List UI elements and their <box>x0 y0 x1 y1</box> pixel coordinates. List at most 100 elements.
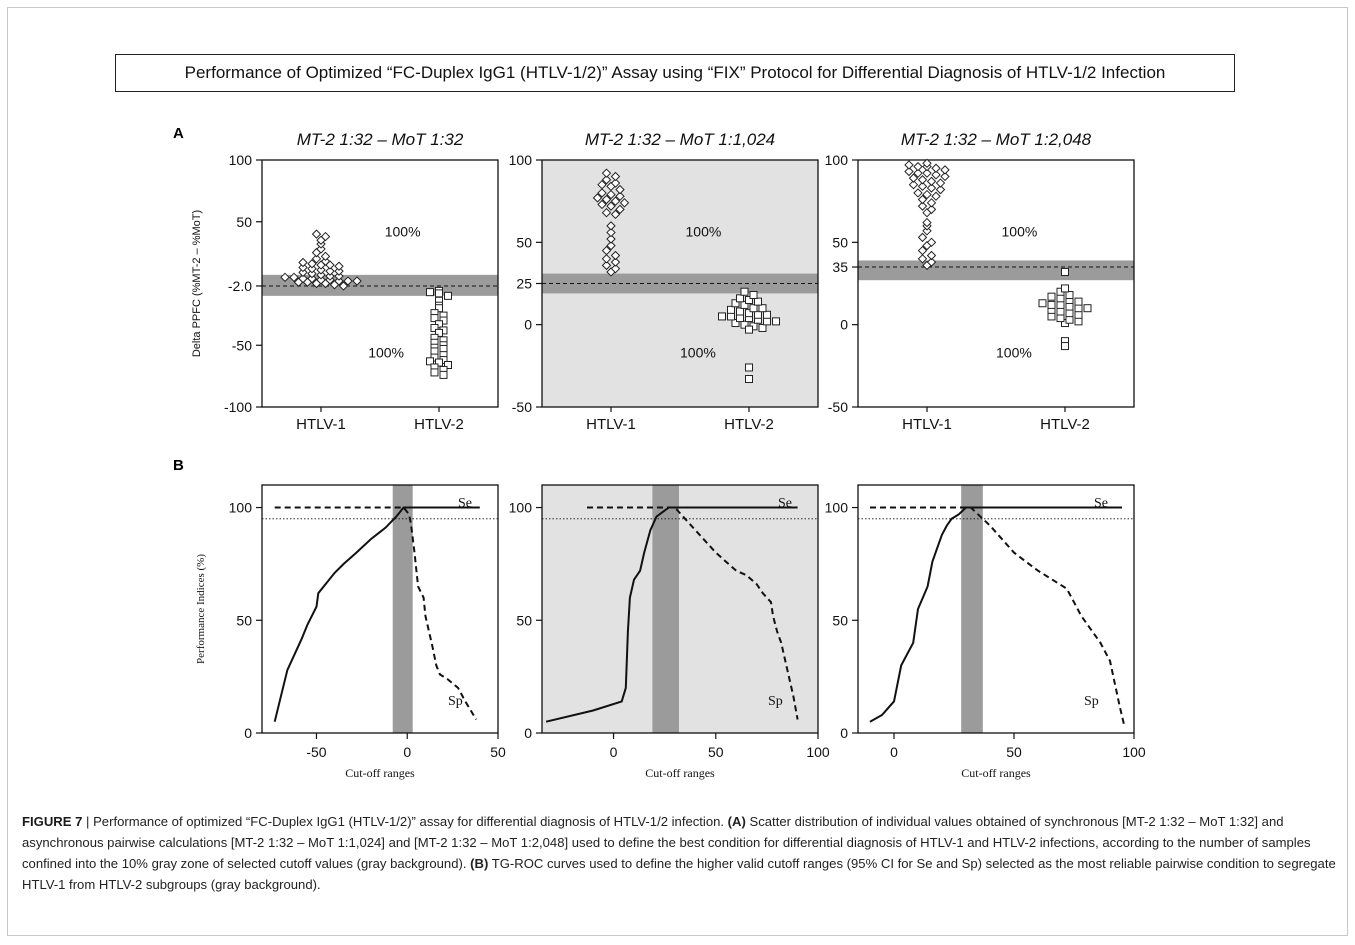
se-curve <box>870 508 1122 722</box>
series-label-sp: Sp <box>448 694 463 709</box>
data-point-square <box>741 288 748 295</box>
y-tick-label: -2.0 <box>228 278 252 294</box>
data-point-square <box>440 371 447 378</box>
data-point-square <box>1057 308 1064 315</box>
y-tick-label: 50 <box>516 612 532 628</box>
roc-chart-1: SeSp050100-50 0 50Cut-off rangesPerformanc… <box>195 485 506 780</box>
data-point-square <box>750 292 757 299</box>
percent-annotation: 100% <box>385 224 421 240</box>
series-label-sp: Sp <box>1084 694 1099 709</box>
y-tick-label: 100 <box>509 500 533 516</box>
data-point-diamond <box>313 230 321 238</box>
data-point-square <box>1057 301 1064 308</box>
x-tick-label: HTLV-2 <box>724 416 774 433</box>
x-tick-label: 0 <box>403 744 411 760</box>
y-axis-label: Performance Indices (%) <box>195 554 207 664</box>
y-tick-label: -50 <box>512 399 532 415</box>
percent-annotation: 100% <box>680 345 716 361</box>
data-point-diamond <box>928 177 936 185</box>
data-point-square <box>737 308 744 315</box>
y-tick-label: 100 <box>825 500 849 516</box>
y-tick-label: -50 <box>232 337 252 353</box>
y-tick-label: 0 <box>524 725 532 741</box>
data-point-square <box>1057 295 1064 302</box>
y-tick-label: 100 <box>229 500 253 516</box>
data-point-square <box>1057 315 1064 322</box>
data-point-square <box>1062 343 1069 350</box>
data-point-diamond <box>928 252 936 260</box>
scatter-chart-3: MT-2 1:32 – MoT 1:2,04810050350-50HTLV-1… <box>825 130 1134 433</box>
data-point-diamond <box>335 262 343 270</box>
caption-label-b: (B) <box>470 856 488 871</box>
percent-annotation: 100% <box>368 345 404 361</box>
series-label-sp: Sp <box>768 694 783 709</box>
data-point-square <box>1066 310 1073 317</box>
data-point-square <box>750 305 757 312</box>
x-tick-label: 100 <box>806 744 830 760</box>
panel-label-a: A <box>173 125 184 142</box>
series-label-se: Se <box>778 496 792 511</box>
x-tick-label: HTLV-2 <box>1040 416 1090 433</box>
data-point-diamond <box>937 179 945 187</box>
x-axis-label: Cut-off ranges <box>961 766 1031 780</box>
data-point-square <box>755 298 762 305</box>
data-point-square <box>764 318 771 325</box>
data-point-diamond <box>932 164 940 172</box>
y-tick-label: -100 <box>224 399 252 415</box>
data-point-square <box>755 311 762 318</box>
percent-annotation: 100% <box>1002 224 1038 240</box>
figure-canvas: A B MT-2 1:32 – MoT 1:3210050-2.0-50-100… <box>0 0 1355 805</box>
data-point-square <box>1039 300 1046 307</box>
percent-annotation: 100% <box>686 224 722 240</box>
data-point-square <box>719 313 726 320</box>
x-tick-label: 50 <box>708 744 724 760</box>
x-tick-label: 100 <box>1122 744 1146 760</box>
data-point-square <box>737 295 744 302</box>
charts-root: MT-2 1:32 – MoT 1:32 100 50 -2.0 -50 -100 HTLV… <box>191 130 1146 780</box>
data-point-square <box>728 306 735 313</box>
x-tick-label: HTLV-1 <box>586 416 636 433</box>
data-point-square <box>737 315 744 322</box>
percent-annotation: 100% <box>996 345 1032 361</box>
y-tick-label: 100 <box>825 152 849 168</box>
y-tick-label: -50 <box>828 399 848 415</box>
x-tick-label: HTLV-1 <box>902 416 952 433</box>
data-point-square <box>1066 292 1073 299</box>
chart-title: MT-2 1:32 – MoT 1:32 <box>297 130 464 149</box>
data-point-square <box>436 290 443 297</box>
caption-figure-label: FIGURE 7 <box>22 814 82 829</box>
data-point-square <box>1048 301 1055 308</box>
x-tick-label: HTLV-1 <box>296 416 346 433</box>
data-point-square <box>427 289 434 296</box>
x-axis-label: Cut-off ranges <box>645 766 715 780</box>
chart-title: MT-2 1:32 – MoT 1:2,048 <box>901 130 1092 149</box>
data-point-square <box>759 305 766 312</box>
data-point-square <box>1048 293 1055 300</box>
data-point-diamond <box>941 166 949 174</box>
data-point-square <box>1084 305 1091 312</box>
data-point-square <box>759 324 766 331</box>
y-tick-label: 50 <box>236 612 252 628</box>
roc-chart-2: SeSp0501000 50 100Cut-off ranges <box>509 485 830 780</box>
y-tick-label: 50 <box>832 612 848 628</box>
caption-separator: | <box>82 814 93 829</box>
x-tick-label: -50 <box>306 744 326 760</box>
roc-chart-3: SeSp0501000 50 100Cut-off ranges <box>825 485 1146 780</box>
caption-intro: Performance of optimized “FC-Duplex IgG1… <box>93 814 728 829</box>
gray-zone-band <box>858 260 1134 280</box>
data-point-square <box>445 292 452 299</box>
se-curve <box>275 508 480 722</box>
data-point-square <box>1075 311 1082 318</box>
data-point-square <box>1075 318 1082 325</box>
y-tick-label: 0 <box>840 725 848 741</box>
y-axis-label: Delta PPFC (%MT-2 – %MoT) <box>191 210 203 357</box>
caption-label-a: (A) <box>728 814 746 829</box>
y-tick-label: 100 <box>509 152 533 168</box>
data-point-square <box>746 326 753 333</box>
x-tick-label: 0 <box>890 744 898 760</box>
data-point-square <box>1075 298 1082 305</box>
data-point-diamond <box>905 161 913 169</box>
y-tick-label: 0 <box>840 317 848 333</box>
gray-zone-band <box>961 485 983 733</box>
y-tick-label: 50 <box>832 234 848 250</box>
